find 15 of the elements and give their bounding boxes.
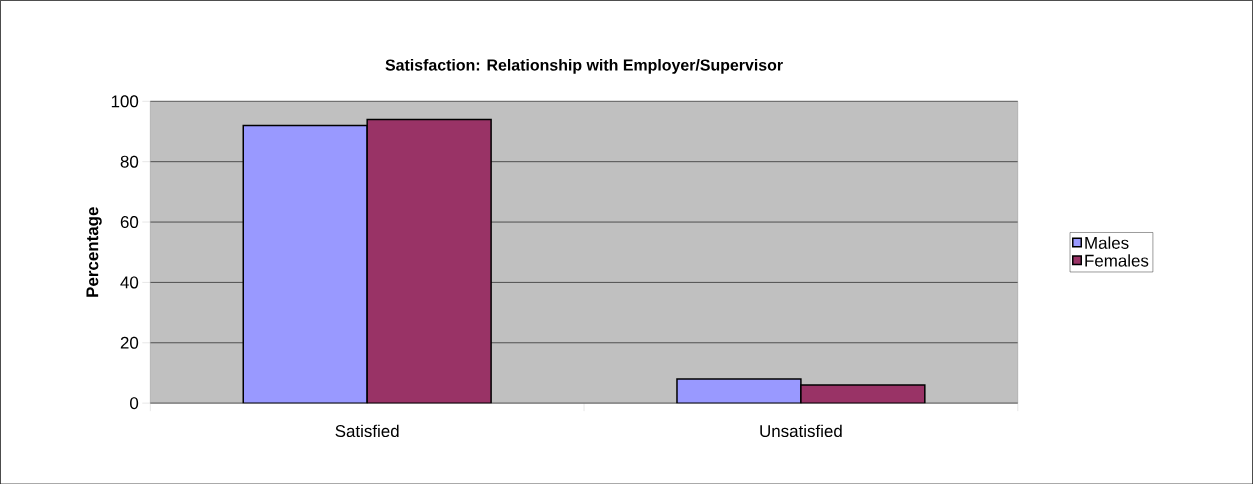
y-tick-label: 80 xyxy=(120,155,139,168)
y-axis-title: Percentage xyxy=(86,206,102,297)
y-tick-label: 100 xyxy=(111,95,139,108)
y-tick-label: 20 xyxy=(120,336,139,349)
legend-label: Females xyxy=(1085,253,1149,267)
bar xyxy=(676,378,802,403)
bar xyxy=(242,124,368,403)
legend-label: Males xyxy=(1085,236,1129,249)
bar xyxy=(366,118,492,403)
y-tick-label: 40 xyxy=(120,276,139,289)
x-tick-label: Unsatisfied xyxy=(760,424,842,437)
x-tick-label: Satisfied xyxy=(335,424,399,437)
chart-title: Satisfaction: Relationship with Employer/Supervisor xyxy=(385,58,783,74)
y-tick-label: 0 xyxy=(130,396,139,409)
y-tick-label: 60 xyxy=(120,215,139,228)
